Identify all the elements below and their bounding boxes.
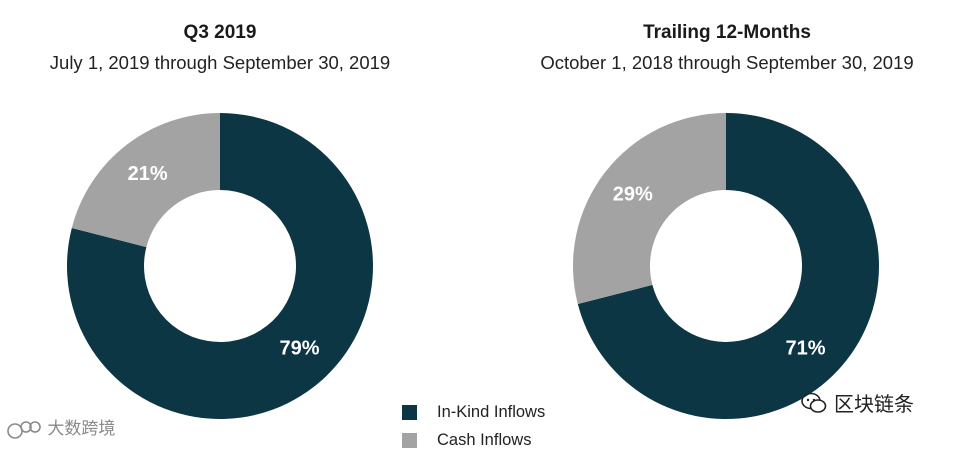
legend-label-in-kind: In-Kind Inflows — [437, 402, 546, 421]
wechat-icon — [801, 392, 827, 413]
chart-2-subtitle: October 1, 2018 through September 30, 20… — [540, 52, 914, 73]
chart-1-slice-0 — [67, 113, 374, 419]
legend: In-Kind Inflows Cash Inflows — [402, 398, 545, 454]
chart-1-title: Q3 2019 — [183, 22, 257, 43]
legend-item-in-kind: In-Kind Inflows — [402, 398, 545, 426]
chart-1-subtitle: July 1, 2019 through September 30, 2019 — [49, 52, 391, 73]
chart-1-slice-0-label: 79% — [279, 338, 319, 360]
watermark-right: 区块链条 — [800, 388, 914, 417]
legend-label-cash: Cash Inflows — [437, 430, 532, 449]
legend-swatch-in-kind — [402, 404, 417, 420]
watermark-left: 大数跨境 — [6, 414, 115, 440]
chart-1-slice-1 — [71, 113, 220, 248]
watermark-left-text: 大数跨境 — [47, 419, 116, 439]
legend-item-cash: Cash Inflows — [402, 426, 545, 454]
chart-2-slice-0 — [577, 113, 880, 420]
chart-2-slice-0-label: 71% — [785, 338, 825, 360]
chart-2-slice-1-label: 29% — [613, 184, 653, 206]
donut-charts: 79% 21% 71% 29% — [67, 113, 880, 420]
weibo-icon — [7, 421, 41, 439]
watermark-right-text: 区块链条 — [834, 392, 914, 416]
chart-1-slice-1-label: 21% — [128, 163, 168, 185]
legend-swatch-cash — [402, 432, 417, 448]
chart-2-slice-1 — [573, 113, 726, 305]
chart-2-title: Trailing 12-Months — [643, 22, 811, 43]
